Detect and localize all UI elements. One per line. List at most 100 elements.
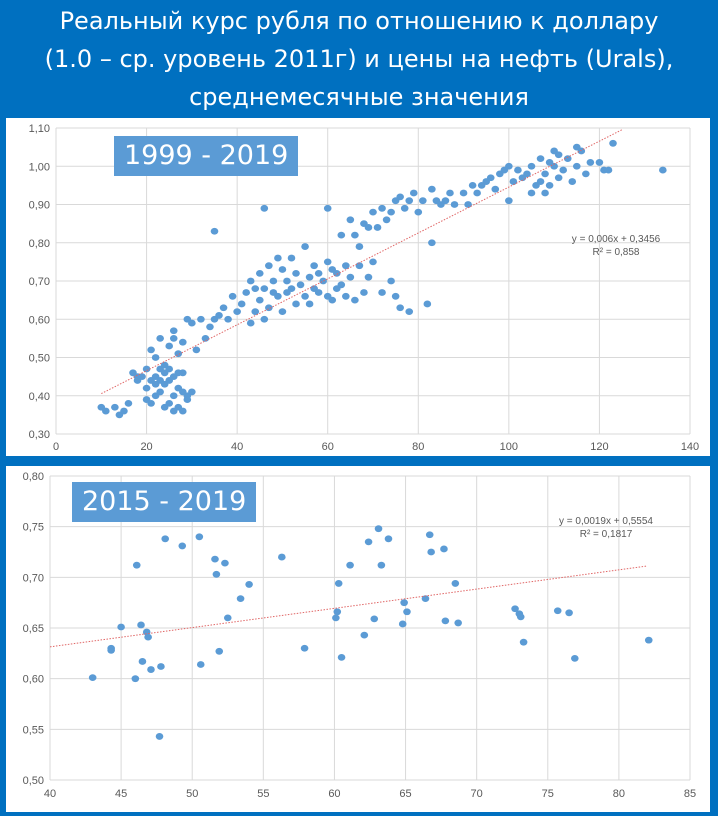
data-point <box>644 636 653 644</box>
data-point <box>138 658 147 665</box>
x-tick-label: 55 <box>257 788 269 800</box>
title-line-1: Реальный курс рубля по отношению к долла… <box>59 7 659 35</box>
data-point <box>405 308 414 315</box>
y-tick-label: 0,80 <box>29 238 50 250</box>
data-point <box>132 561 141 569</box>
data-point <box>364 224 373 231</box>
data-point <box>165 400 174 407</box>
x-tick-label: 40 <box>44 788 56 800</box>
data-point <box>165 342 174 350</box>
y-tick-label: 0,30 <box>29 429 50 441</box>
data-point <box>210 227 219 235</box>
x-tick-label: 80 <box>412 441 424 453</box>
y-tick-label: 0,70 <box>29 276 50 288</box>
data-point <box>323 204 332 212</box>
data-point <box>545 181 554 189</box>
data-point <box>427 548 435 556</box>
data-point <box>346 216 355 224</box>
x-tick-label: 45 <box>115 788 127 800</box>
data-point <box>446 189 454 197</box>
data-point <box>305 273 314 281</box>
data-point <box>377 561 386 569</box>
data-point <box>369 208 377 216</box>
data-point <box>212 570 221 578</box>
data-point <box>337 653 346 661</box>
data-point <box>301 292 309 300</box>
data-point <box>355 243 364 250</box>
data-point <box>245 581 253 588</box>
data-point <box>468 181 477 189</box>
data-point <box>236 595 245 603</box>
data-point <box>565 609 573 617</box>
data-point <box>382 216 391 224</box>
data-point <box>124 400 133 407</box>
data-point <box>400 204 409 212</box>
x-tick-label: 120 <box>590 441 608 453</box>
data-point <box>219 304 228 312</box>
data-point <box>505 197 513 205</box>
data-point <box>292 269 300 277</box>
data-point <box>265 262 273 270</box>
data-point <box>314 269 323 277</box>
data-point <box>609 139 617 147</box>
data-point <box>260 285 269 293</box>
data-point <box>364 538 373 546</box>
scatter-chart-1999-2019: 0,30 0,40 0,50 0,60 0,70 0,80 0,90 1,00 1,10 0 20 4… <box>29 123 700 453</box>
data-point <box>161 535 169 543</box>
r-squared-label: R² = 0,858 <box>593 247 640 258</box>
data-point <box>120 407 128 415</box>
data-point <box>450 201 459 208</box>
data-point <box>215 647 224 655</box>
data-point <box>374 525 383 533</box>
data-point <box>278 266 287 273</box>
data-point <box>419 197 427 205</box>
data-point <box>373 224 382 231</box>
y-tick-label: 1,10 <box>29 123 50 135</box>
data-point <box>265 304 273 312</box>
data-point <box>486 174 495 182</box>
data-point <box>142 365 151 373</box>
data-point <box>428 239 436 247</box>
data-point <box>387 208 395 216</box>
data-point <box>414 208 423 216</box>
data-point <box>332 269 341 277</box>
data-point <box>107 646 115 654</box>
data-point <box>201 334 210 342</box>
data-point <box>398 620 407 628</box>
data-point <box>188 319 196 327</box>
data-point <box>440 545 448 553</box>
period-badge-2015-2019: 2015 - 2019 <box>72 482 257 522</box>
x-tick-label: 60 <box>322 441 334 453</box>
x-tick-label: 140 <box>681 441 699 453</box>
data-point <box>441 197 450 205</box>
data-point <box>568 178 577 185</box>
data-point <box>117 623 125 631</box>
data-point <box>211 555 219 563</box>
x-tick-label: 75 <box>542 788 554 800</box>
data-point <box>147 400 155 407</box>
data-point <box>659 166 667 174</box>
data-point <box>310 262 318 270</box>
data-point <box>260 204 269 212</box>
data-point <box>233 308 241 315</box>
x-tick-label: 50 <box>186 788 198 800</box>
data-point <box>355 262 364 270</box>
data-point <box>287 254 296 262</box>
data-point <box>179 338 187 346</box>
data-point <box>156 334 164 342</box>
y-tick-label: 0,90 <box>29 200 50 212</box>
data-point <box>332 614 340 622</box>
data-point <box>188 388 196 396</box>
data-point <box>403 608 411 616</box>
data-point <box>523 170 531 178</box>
data-point <box>536 155 545 162</box>
data-point <box>224 315 232 323</box>
data-point <box>459 189 468 197</box>
data-point <box>454 619 462 627</box>
data-point <box>221 559 229 567</box>
data-point <box>300 644 309 652</box>
data-point <box>519 638 528 646</box>
data-point <box>391 292 400 300</box>
trendline-equation: y = 0,006x + 0,3456 <box>572 234 661 245</box>
data-point <box>509 178 518 185</box>
